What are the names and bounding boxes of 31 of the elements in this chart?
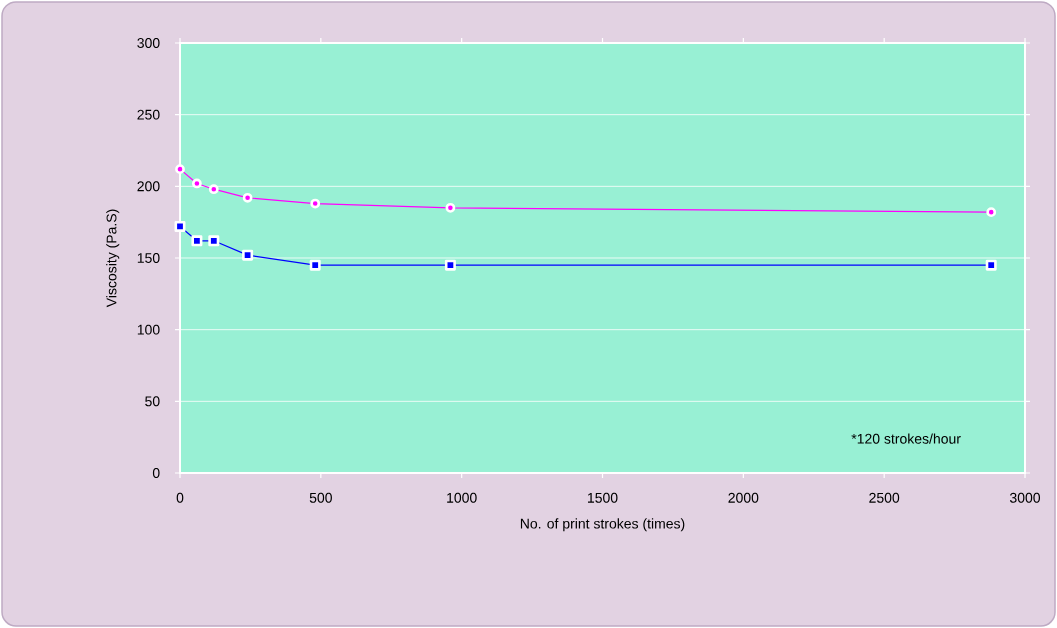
point [191, 235, 203, 247]
y-tick-label: 100 [137, 324, 160, 335]
x-tick-label: 0 [176, 492, 184, 503]
point [309, 259, 321, 271]
point [192, 178, 202, 189]
y-axis-title: Viscosity (Pa.S) [106, 209, 120, 308]
point [445, 202, 456, 213]
x-tick-label: 1000 [447, 492, 477, 503]
point [310, 198, 321, 209]
y-tick-label: 0 [152, 468, 160, 478]
point [175, 164, 185, 175]
y-tick-label: 50 [145, 396, 160, 407]
x-tick-label: 2500 [869, 492, 900, 503]
annotation: *120 strokes/hour [851, 433, 961, 444]
x-axis-title: No. of print strokes (times) [520, 518, 685, 532]
y-tick-label: 300 [137, 38, 160, 48]
point [174, 220, 186, 232]
point [444, 259, 456, 271]
point [208, 184, 219, 195]
y-tick-label: 150 [137, 253, 160, 263]
point [242, 192, 253, 203]
x-tick-label: 500 [309, 492, 332, 503]
point [242, 249, 254, 261]
point [986, 207, 997, 218]
y-tick-label: 250 [137, 109, 160, 120]
point [985, 259, 997, 271]
x-tick-label: 2000 [728, 492, 759, 503]
y-tick-label: 200 [137, 181, 160, 192]
x-tick-label: 1500 [588, 492, 618, 503]
x-tick-label: 3000 [1009, 492, 1041, 503]
point [208, 235, 220, 247]
